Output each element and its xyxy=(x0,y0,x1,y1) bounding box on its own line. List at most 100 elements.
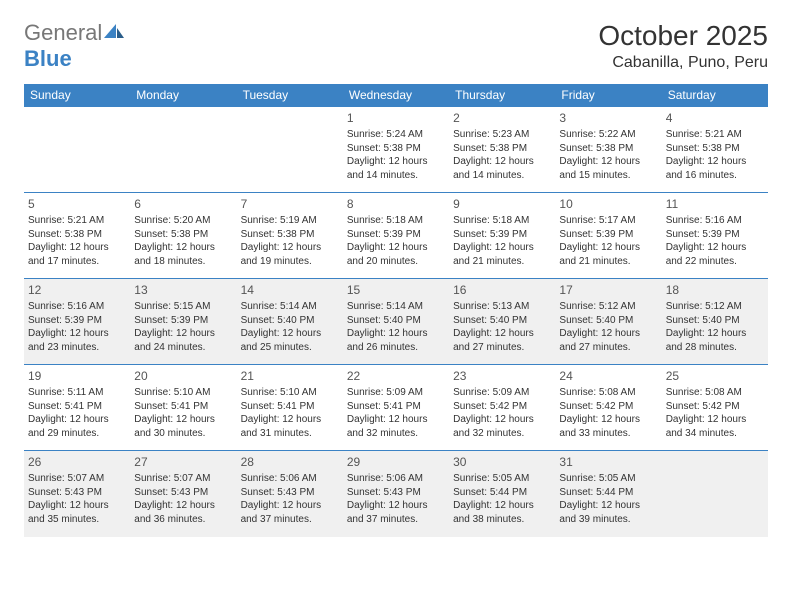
day-number: 21 xyxy=(241,368,339,384)
sunrise-line: Sunrise: 5:23 AM xyxy=(453,128,551,142)
day-cell: 6Sunrise: 5:20 AMSunset: 5:38 PMDaylight… xyxy=(130,193,236,279)
sunset-line: Sunset: 5:38 PM xyxy=(666,142,764,156)
sunrise-line: Sunrise: 5:05 AM xyxy=(453,472,551,486)
title-block: October 2025 Cabanilla, Puno, Peru xyxy=(598,20,768,72)
day-number: 23 xyxy=(453,368,551,384)
sunset-line: Sunset: 5:39 PM xyxy=(28,314,126,328)
daylight-line-1: Daylight: 12 hours xyxy=(666,327,764,341)
daylight-line-1: Daylight: 12 hours xyxy=(666,241,764,255)
day-cell: 7Sunrise: 5:19 AMSunset: 5:38 PMDaylight… xyxy=(237,193,343,279)
sunrise-line: Sunrise: 5:18 AM xyxy=(453,214,551,228)
daylight-line-1: Daylight: 12 hours xyxy=(28,327,126,341)
day-number: 10 xyxy=(559,196,657,212)
daylight-line-2: and 20 minutes. xyxy=(347,255,445,269)
daylight-line-2: and 18 minutes. xyxy=(134,255,232,269)
day-cell: 5Sunrise: 5:21 AMSunset: 5:38 PMDaylight… xyxy=(24,193,130,279)
sunrise-line: Sunrise: 5:21 AM xyxy=(28,214,126,228)
sunset-line: Sunset: 5:42 PM xyxy=(666,400,764,414)
daylight-line-1: Daylight: 12 hours xyxy=(453,155,551,169)
daylight-line-2: and 25 minutes. xyxy=(241,341,339,355)
day-number: 13 xyxy=(134,282,232,298)
day-cell: 17Sunrise: 5:12 AMSunset: 5:40 PMDayligh… xyxy=(555,279,661,365)
daylight-line-1: Daylight: 12 hours xyxy=(559,327,657,341)
daylight-line-2: and 38 minutes. xyxy=(453,513,551,527)
daylight-line-1: Daylight: 12 hours xyxy=(134,499,232,513)
dow-header: Saturday xyxy=(662,84,768,107)
sunrise-line: Sunrise: 5:17 AM xyxy=(559,214,657,228)
dow-header: Sunday xyxy=(24,84,130,107)
sunset-line: Sunset: 5:42 PM xyxy=(453,400,551,414)
day-number: 16 xyxy=(453,282,551,298)
day-cell: 27 Sunrise: 5:07 AMSunset: 5:43 PMDayligh… xyxy=(130,451,236,537)
sunrise-line: Sunrise: 5:21 AM xyxy=(666,128,764,142)
sunset-line: Sunset: 5:38 PM xyxy=(28,228,126,242)
dow-header: Monday xyxy=(130,84,236,107)
day-number: 9 xyxy=(453,196,551,212)
day-number: 30 xyxy=(453,454,551,470)
day-number: 20 xyxy=(134,368,232,384)
daylight-line-2: and 23 minutes. xyxy=(28,341,126,355)
daylight-line-1: Daylight: 12 hours xyxy=(134,413,232,427)
daylight-line-1: Daylight: 12 hours xyxy=(241,499,339,513)
sunset-line: Sunset: 5:43 PM xyxy=(28,486,126,500)
daylight-line-2: and 30 minutes. xyxy=(134,427,232,441)
day-number: 27 xyxy=(134,454,232,470)
daylight-line-2: and 32 minutes. xyxy=(453,427,551,441)
sunset-line: Sunset: 5:43 PM xyxy=(347,486,445,500)
sunset-line: Sunset: 5:38 PM xyxy=(241,228,339,242)
daylight-line-2: and 27 minutes. xyxy=(559,341,657,355)
sunset-line: Sunset: 5:42 PM xyxy=(559,400,657,414)
day-cell xyxy=(24,107,130,193)
day-number: 31 xyxy=(559,454,657,470)
sunrise-line: Sunrise: 5:06 AM xyxy=(347,472,445,486)
day-cell: 25Sunrise: 5:08 AMSunset: 5:42 PMDayligh… xyxy=(662,365,768,451)
day-cell: 9Sunrise: 5:18 AMSunset: 5:39 PMDaylight… xyxy=(449,193,555,279)
day-number: 24 xyxy=(559,368,657,384)
daylight-line-2: and 16 minutes. xyxy=(666,169,764,183)
daylight-line-2: and 39 minutes. xyxy=(559,513,657,527)
day-cell: 12Sunrise: 5:16 AMSunset: 5:39 PMDayligh… xyxy=(24,279,130,365)
daylight-line-2: and 37 minutes. xyxy=(241,513,339,527)
sunset-line: Sunset: 5:44 PM xyxy=(559,486,657,500)
day-cell: 11Sunrise: 5:16 AMSunset: 5:39 PMDayligh… xyxy=(662,193,768,279)
brand-text: General Blue xyxy=(24,20,126,72)
day-cell: 1Sunrise: 5:24 AMSunset: 5:38 PMDaylight… xyxy=(343,107,449,193)
daylight-line-2: and 14 minutes. xyxy=(347,169,445,183)
sunset-line: Sunset: 5:39 PM xyxy=(347,228,445,242)
daylight-line-1: Daylight: 12 hours xyxy=(241,413,339,427)
day-cell: 13Sunrise: 5:15 AMSunset: 5:39 PMDayligh… xyxy=(130,279,236,365)
day-cell: 23Sunrise: 5:09 AMSunset: 5:42 PMDayligh… xyxy=(449,365,555,451)
sunset-line: Sunset: 5:41 PM xyxy=(28,400,126,414)
day-number: 15 xyxy=(347,282,445,298)
day-number: 11 xyxy=(666,196,764,212)
sunrise-line: Sunrise: 5:24 AM xyxy=(347,128,445,142)
day-number: 14 xyxy=(241,282,339,298)
sunset-line: Sunset: 5:43 PM xyxy=(241,486,339,500)
daylight-line-1: Daylight: 12 hours xyxy=(28,413,126,427)
header: General Blue October 2025 Cabanilla, Pun… xyxy=(24,20,768,72)
day-cell: 14Sunrise: 5:14 AMSunset: 5:40 PMDayligh… xyxy=(237,279,343,365)
sunset-line: Sunset: 5:43 PM xyxy=(134,486,232,500)
day-number: 4 xyxy=(666,110,764,126)
sunset-line: Sunset: 5:39 PM xyxy=(559,228,657,242)
day-number: 12 xyxy=(28,282,126,298)
daylight-line-1: Daylight: 12 hours xyxy=(559,241,657,255)
daylight-line-2: and 24 minutes. xyxy=(134,341,232,355)
sunrise-line: Sunrise: 5:07 AM xyxy=(134,472,232,486)
sunrise-line: Sunrise: 5:09 AM xyxy=(347,386,445,400)
week-row: 1Sunrise: 5:24 AMSunset: 5:38 PMDaylight… xyxy=(24,107,768,193)
sunrise-line: Sunrise: 5:05 AM xyxy=(559,472,657,486)
week-row: 26Sunrise: 5:07 AMSunset: 5:43 PMDayligh… xyxy=(24,451,768,537)
day-number: 19 xyxy=(28,368,126,384)
sunset-line: Sunset: 5:40 PM xyxy=(559,314,657,328)
dow-header-row: SundayMondayTuesdayWednesdayThursdayFrid… xyxy=(24,84,768,107)
sunrise-line: Sunrise: 5:07 AM xyxy=(28,472,126,486)
daylight-line-2: and 28 minutes. xyxy=(666,341,764,355)
daylight-line-1: Daylight: 12 hours xyxy=(347,241,445,255)
week-row: 19Sunrise: 5:11 AMSunset: 5:41 PMDayligh… xyxy=(24,365,768,451)
daylight-line-1: Daylight: 12 hours xyxy=(347,327,445,341)
calendar-table: SundayMondayTuesdayWednesdayThursdayFrid… xyxy=(24,84,768,537)
daylight-line-1: Daylight: 12 hours xyxy=(241,241,339,255)
sail-icon xyxy=(102,22,126,40)
sunset-line: Sunset: 5:39 PM xyxy=(666,228,764,242)
